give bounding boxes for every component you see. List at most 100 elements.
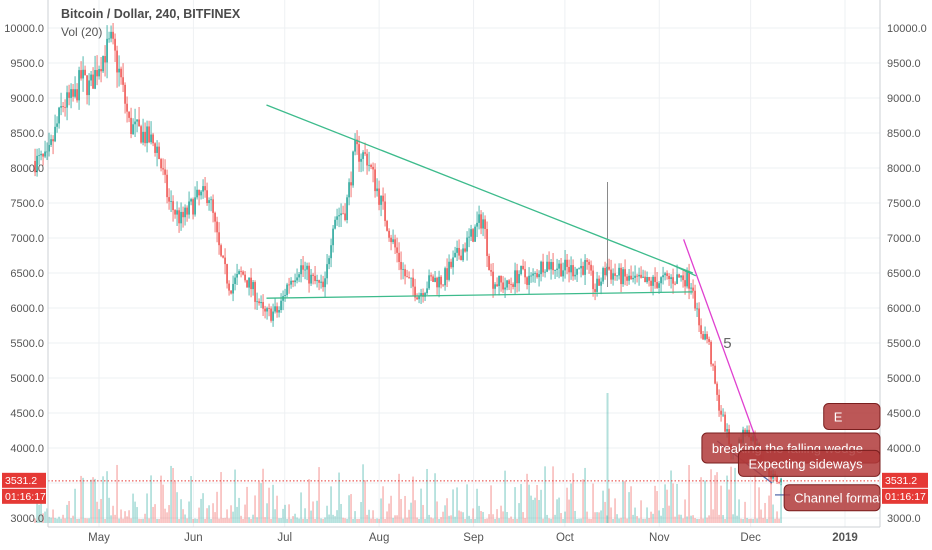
volume-bar: [312, 501, 314, 523]
volume-bar: [642, 518, 644, 523]
candle-body: [184, 207, 186, 218]
candle-body: [692, 287, 694, 291]
candle-body: [416, 297, 418, 300]
candle-body: [638, 274, 640, 277]
volume-bar: [606, 515, 608, 523]
volume-bar: [522, 512, 524, 523]
candle-body: [616, 275, 618, 277]
candle-body: [254, 282, 256, 302]
volume-bar: [338, 472, 340, 523]
volume-bar: [728, 489, 730, 523]
candle-body: [304, 269, 306, 271]
volume-bar: [772, 504, 774, 523]
candle-body: [196, 189, 198, 198]
candle-body: [284, 295, 286, 297]
candle-body: [586, 260, 588, 262]
time-axis[interactable]: May Jun Jul Aug Sep Oct Nov Dec 2019: [88, 532, 858, 544]
candle-body: [534, 273, 536, 274]
volume-bar: [714, 475, 716, 523]
volume-bar: [548, 518, 550, 523]
volume-bar: [202, 493, 204, 523]
candle-body: [384, 201, 386, 221]
y-tick-left: 4500.0: [10, 408, 44, 420]
volume-bar: [456, 487, 458, 523]
volume-bar: [568, 499, 570, 523]
candle-body: [648, 277, 650, 281]
candle-body: [90, 74, 92, 81]
volume-bar: [236, 506, 238, 523]
candle-body: [366, 153, 368, 166]
symbol-title[interactable]: Bitcoin / Dollar, 240, BITFINEX: [61, 7, 241, 21]
candle-body: [496, 284, 498, 287]
volume-bar: [378, 518, 380, 523]
candle-body: [350, 182, 352, 186]
candle-body: [594, 289, 596, 292]
volume-bar: [418, 518, 420, 523]
y-tick-right: 10000.0: [887, 23, 927, 35]
volume-bar: [260, 483, 262, 523]
candle-body: [556, 268, 558, 271]
candle-body: [686, 271, 688, 287]
candle-body: [690, 287, 692, 289]
volume-bar: [334, 516, 336, 523]
volume-bar: [760, 509, 762, 523]
candle-body: [396, 247, 398, 253]
candle-body: [172, 201, 174, 211]
volume-bar: [290, 518, 292, 523]
volume-bar: [696, 518, 698, 523]
volume-bar: [134, 501, 136, 523]
candle-body: [342, 213, 344, 215]
volume-bar: [272, 484, 274, 523]
candle-body: [352, 151, 354, 186]
volume-bar: [80, 475, 82, 523]
volume-bar: [48, 516, 50, 523]
candle-body: [568, 266, 570, 273]
volume-bar: [232, 511, 234, 523]
candle-body: [206, 190, 208, 204]
volume-bar: [454, 516, 456, 523]
candle-body: [332, 228, 334, 246]
candle-body: [318, 280, 320, 283]
volume-bar: [452, 489, 454, 523]
candle-body: [134, 121, 136, 125]
wedge-lower: [266, 291, 693, 299]
volume-bar: [302, 518, 304, 523]
candle-body: [662, 275, 664, 278]
volume-bar: [52, 509, 54, 523]
volume-bar: [752, 518, 754, 523]
x-tick: Jul: [277, 532, 292, 544]
volume-bar: [614, 498, 616, 523]
price-axis-left[interactable]: 3000.03500.04000.04500.05000.05500.06000…: [4, 23, 44, 525]
candle-body: [536, 273, 538, 278]
volume-bar: [764, 502, 766, 523]
volume-bar: [262, 468, 264, 523]
candle-body: [390, 237, 392, 243]
candle-body: [194, 197, 196, 215]
price-badge-left: [2, 472, 46, 488]
candle-body: [590, 264, 592, 271]
volume-bar: [630, 486, 632, 523]
breakout-line: [683, 239, 758, 442]
volume-bar: [314, 518, 316, 523]
volume-bar: [50, 517, 52, 523]
volume-bar: [288, 504, 290, 523]
callout: Expecting sideways: [737, 449, 881, 477]
candle-body: [440, 276, 442, 285]
candle-body: [46, 151, 48, 153]
volume-bar: [732, 514, 734, 523]
volume-bar: [542, 518, 544, 523]
candle-body: [392, 239, 394, 243]
candle-body: [56, 123, 58, 127]
volume-bar: [562, 518, 564, 523]
candle-body: [110, 31, 112, 39]
candle-body: [658, 283, 660, 288]
volume-legend[interactable]: Vol (20): [61, 25, 103, 39]
volume-bar: [372, 510, 374, 523]
candle-body: [236, 274, 238, 278]
x-tick: Oct: [556, 532, 575, 544]
candle-body: [192, 199, 194, 215]
candle-body: [400, 261, 402, 270]
volume-bar: [230, 505, 232, 523]
candle-body: [164, 169, 166, 175]
